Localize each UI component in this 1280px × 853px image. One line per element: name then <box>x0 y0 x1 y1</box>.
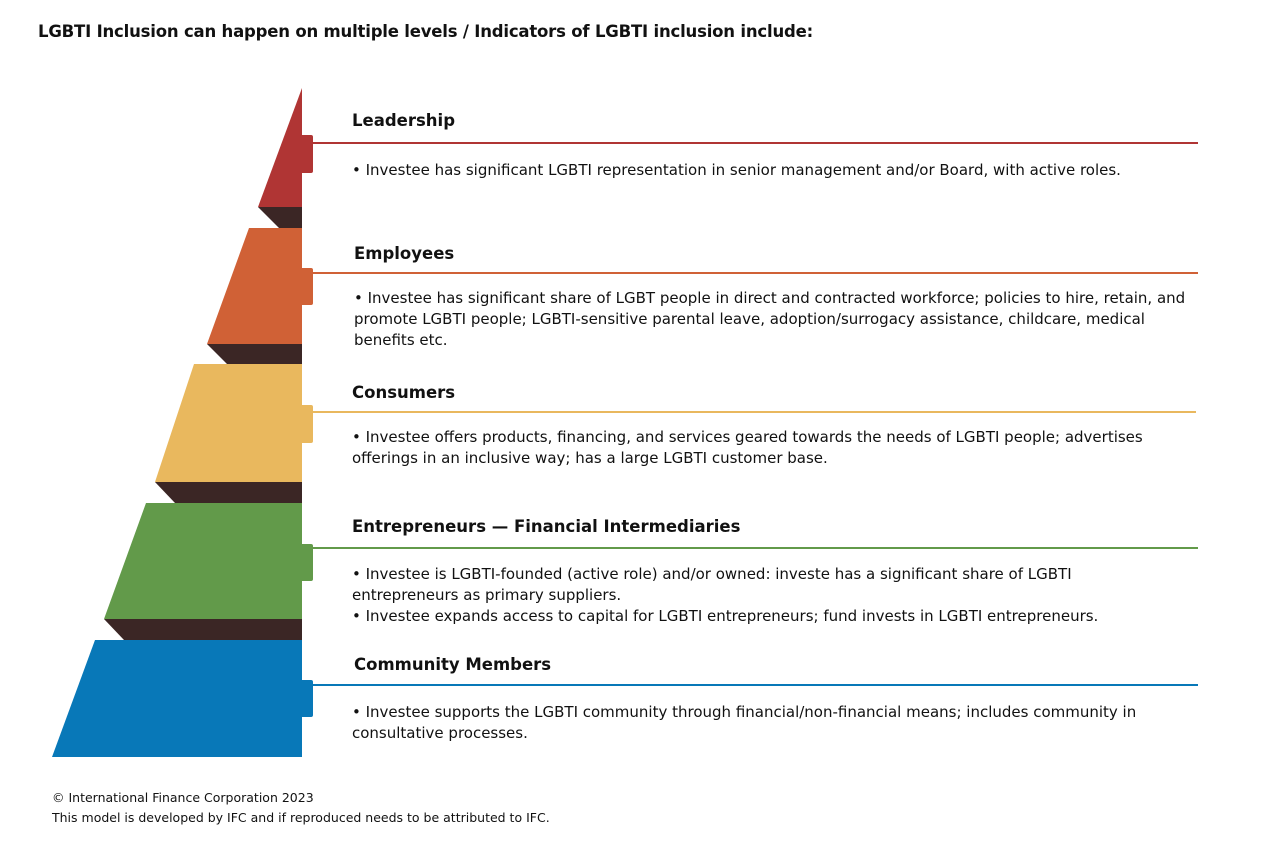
footer-note: This model is developed by IFC and if re… <box>52 810 550 825</box>
pyramid-shadow-consumers <box>155 482 302 503</box>
divider-entrepreneurs <box>313 547 1198 549</box>
level-title-community: Community Members <box>354 655 552 674</box>
level-title-consumers: Consumers <box>352 383 456 402</box>
tab-employees <box>300 268 313 305</box>
level-title-entrepreneurs: Entrepreneurs — Financial Intermediaries <box>352 517 741 536</box>
pyramid-level-entrepreneurs <box>104 503 302 619</box>
pyramid-shadow-employees <box>207 344 302 364</box>
pyramid-shadow-entrepreneurs <box>104 619 302 640</box>
level-text-employees: • Investee has significant share of LGBT… <box>354 288 1194 351</box>
level-text-consumers: • Investee offers products, financing, a… <box>352 427 1182 469</box>
bullet: • Investee supports the LGBTI community … <box>352 703 1137 742</box>
divider-community <box>313 684 1198 686</box>
divider-leadership <box>313 142 1198 144</box>
level-title-employees: Employees <box>354 244 455 263</box>
bullet: • Investee expands access to capital for… <box>352 607 1099 625</box>
divider-employees <box>313 272 1198 274</box>
level-text-leadership: • Investee has significant LGBTI represe… <box>352 160 1202 181</box>
tab-leadership <box>300 135 313 173</box>
pyramid-level-consumers <box>155 364 302 482</box>
page-title: LGBTI Inclusion can happen on multiple l… <box>38 22 813 41</box>
bullet: • Investee offers products, financing, a… <box>352 428 1143 467</box>
pyramid-level-leadership <box>258 88 302 207</box>
bullet: • Investee has significant share of LGBT… <box>354 289 1186 349</box>
pyramid-shadow-leadership <box>258 207 302 228</box>
tab-entrepreneurs <box>300 544 313 581</box>
divider-consumers <box>313 411 1196 413</box>
level-text-entrepreneurs: • Investee is LGBTI-founded (active role… <box>352 564 1142 627</box>
bullet: • Investee is LGBTI-founded (active role… <box>352 565 1072 604</box>
bullet: • Investee has significant LGBTI represe… <box>352 161 1121 179</box>
tab-community <box>300 680 313 717</box>
level-text-community: • Investee supports the LGBTI community … <box>352 702 1192 744</box>
level-title-leadership: Leadership <box>352 111 456 130</box>
tab-consumers <box>300 405 313 443</box>
pyramid-level-employees <box>207 228 302 344</box>
pyramid-level-community <box>52 640 302 757</box>
footer-copyright: © International Finance Corporation 2023 <box>52 790 314 805</box>
